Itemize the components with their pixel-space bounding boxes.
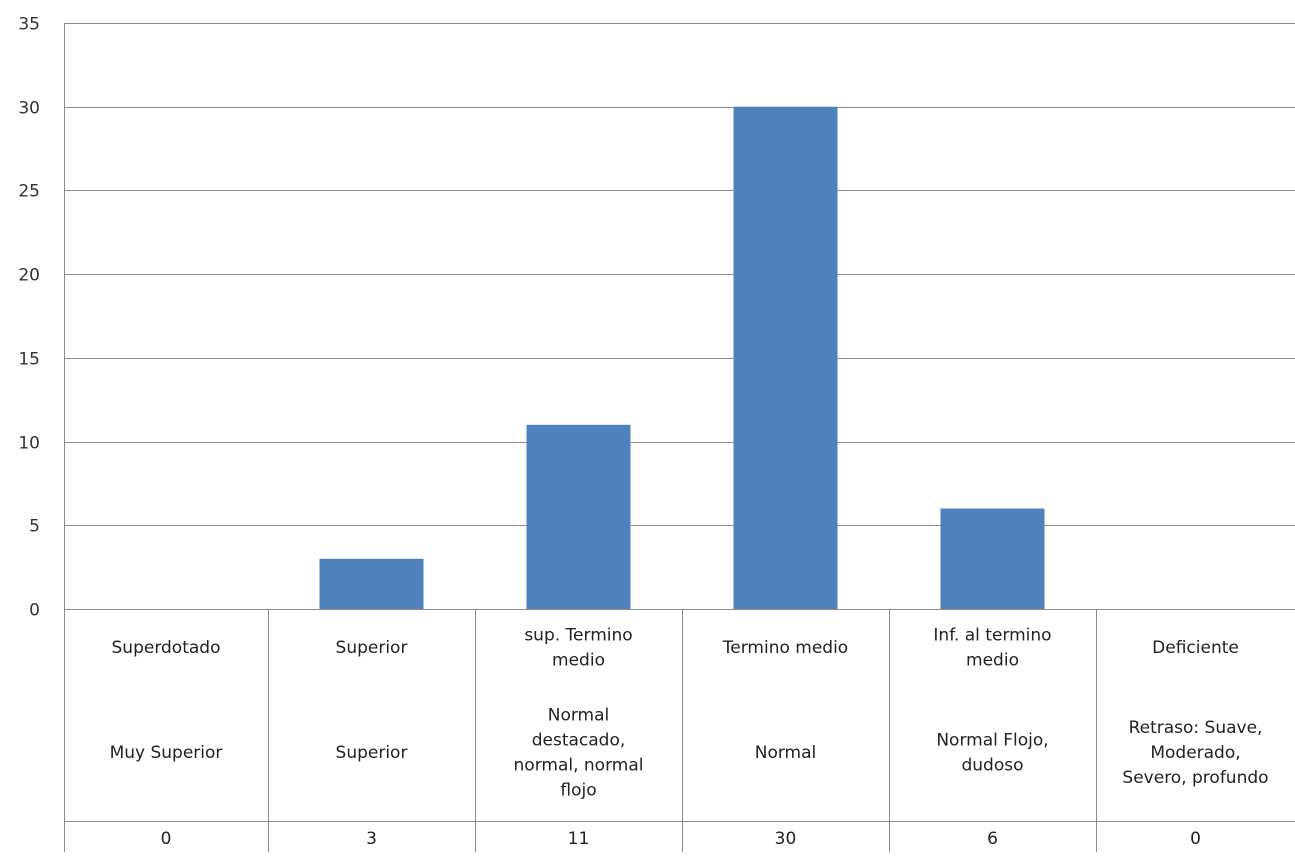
category-description: Retraso: Suave, Moderado, Severo, profundo [1122, 718, 1268, 788]
value-label: 0 [1190, 829, 1201, 849]
bar-3 [526, 424, 631, 609]
bars [319, 106, 1045, 609]
value-label: 0 [161, 829, 172, 849]
category-label: Termino medio [722, 638, 848, 658]
y-tick-label: 10 [18, 434, 40, 454]
gridlines [64, 23, 1295, 852]
category-label: sup. Termino medio [524, 626, 632, 671]
category-label: Inf. al termino medio [933, 626, 1051, 671]
y-tick-label: 0 [29, 601, 40, 621]
bar-2 [319, 558, 424, 609]
y-tick-label: 25 [18, 182, 40, 202]
category-description: Superior [336, 743, 408, 763]
category-description: Normal [755, 743, 817, 763]
y-tick-label: 20 [18, 266, 40, 286]
value-label: 30 [775, 829, 797, 849]
category-label: Superior [336, 638, 408, 658]
category-description: Normal Flojo, dudoso [936, 731, 1048, 776]
value-label: 6 [987, 829, 998, 849]
bar-4 [733, 106, 838, 609]
y-axis-tick-labels: 0 5 10 15 20 25 30 35 [18, 15, 40, 621]
y-tick-label: 35 [18, 15, 40, 35]
y-tick-label: 15 [18, 350, 40, 370]
category-label: Superdotado [112, 638, 221, 658]
y-tick-label: 5 [29, 517, 40, 537]
value-label: 3 [366, 829, 377, 849]
bar-5 [940, 508, 1045, 609]
y-tick-label: 30 [18, 99, 40, 119]
category-description: Muy Superior [110, 743, 223, 763]
category-description: Normal destacado, normal, normal flojo [514, 706, 644, 801]
data-table: Superdotado Muy Superior 0 Superior Superior… [64, 609, 1295, 852]
category-label: Deficiente [1152, 638, 1239, 658]
value-label: 11 [568, 829, 590, 849]
